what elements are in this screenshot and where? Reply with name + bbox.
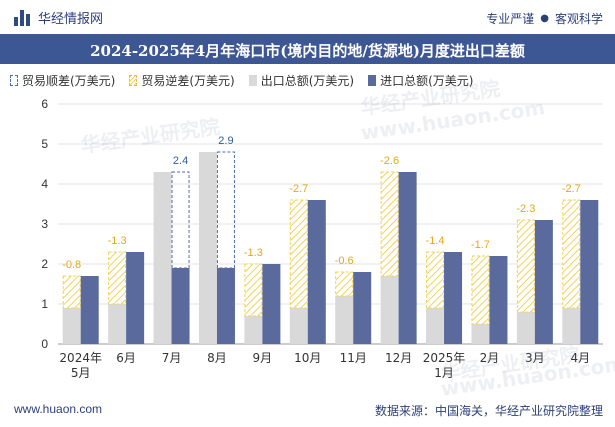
slogan-tag-objective: 客观科学 xyxy=(554,12,603,26)
slogan-separator: ● xyxy=(540,13,549,24)
deficit-bar xyxy=(426,251,445,309)
brand-logo-icon xyxy=(14,9,32,26)
y-tick-label: 6 xyxy=(41,97,48,111)
export-bar xyxy=(108,304,127,344)
legend-item-surplus[interactable]: 贸易顺差(万美元) xyxy=(10,72,115,89)
y-tick-label: 1 xyxy=(41,297,48,311)
export-bar xyxy=(516,312,535,344)
y-tick-label: 0 xyxy=(41,337,48,351)
y-tick-label: 3 xyxy=(41,217,48,231)
x-tick-label: 4月 xyxy=(570,351,590,365)
export-bar xyxy=(426,308,445,344)
balance-label: -1.3 xyxy=(108,235,127,247)
import-bar xyxy=(216,268,235,344)
export-bar xyxy=(562,308,581,344)
y-tick-label: 2 xyxy=(41,257,48,271)
brand-name: 华经情报网 xyxy=(38,12,104,27)
x-tick-label: 2025年 1月 xyxy=(423,351,466,380)
deficit-bar xyxy=(380,171,399,277)
x-tick-label: 2024年 5月 xyxy=(59,351,102,380)
balance-label: -0.8 xyxy=(62,259,81,271)
x-tick-label: 11月 xyxy=(340,351,367,365)
balance-label: -0.6 xyxy=(335,255,354,267)
import-bar xyxy=(126,252,145,344)
export-bar xyxy=(471,324,490,344)
import-bar xyxy=(353,272,372,344)
x-tick-label: 6月 xyxy=(116,351,136,365)
deficit-bar xyxy=(244,263,263,317)
legend-swatch-deficit xyxy=(129,75,138,86)
export-bar xyxy=(244,316,263,344)
export-bar xyxy=(198,152,217,344)
x-tick-label: 8月 xyxy=(207,351,227,365)
surplus-bar xyxy=(171,171,190,269)
balance-label: -2.7 xyxy=(289,183,308,195)
deficit-bar xyxy=(516,219,535,313)
x-tick-label: 7月 xyxy=(162,351,182,365)
balance-label: -1.4 xyxy=(426,235,445,247)
brand[interactable]: 华经情报网 xyxy=(14,8,103,27)
legend-item-export[interactable]: 出口总额(万美元) xyxy=(248,72,355,89)
x-tick-label: 2月 xyxy=(480,351,500,365)
legend-swatch-surplus xyxy=(10,75,18,86)
deficit-bar xyxy=(62,275,81,309)
footer-source: 数据来源：中国海关，华经产业研究院整理 xyxy=(374,404,603,418)
deficit-bar xyxy=(289,199,308,309)
legend-swatch-export xyxy=(248,75,257,86)
deficit-bar xyxy=(335,271,354,297)
x-tick-label: 10月 xyxy=(294,351,321,365)
legend-item-deficit[interactable]: 贸易逆差(万美元) xyxy=(129,72,235,89)
legend-label-import: 进口总额(万美元) xyxy=(380,74,474,88)
x-tick-label: 9月 xyxy=(253,351,273,365)
y-tick-label: 5 xyxy=(41,137,48,151)
export-bar xyxy=(380,276,399,344)
import-bar xyxy=(534,220,553,344)
import-bar xyxy=(171,268,190,344)
export-bar xyxy=(62,308,81,344)
import-bar xyxy=(307,200,326,344)
balance-label: -1.7 xyxy=(471,239,490,251)
slogan-tag-professional: 专业严谨 xyxy=(486,12,535,26)
legend-label-deficit: 贸易逆差(万美元) xyxy=(141,74,235,88)
legend-label-surplus: 贸易顺差(万美元) xyxy=(22,74,116,88)
import-bar xyxy=(80,276,99,344)
legend-item-import[interactable]: 进口总额(万美元) xyxy=(368,72,474,89)
balance-label: 2.9 xyxy=(218,135,233,147)
surplus-bar xyxy=(216,151,235,269)
legend: 贸易顺差(万美元) 贸易逆差(万美元) 出口总额(万美元) 进口总额(万美元) xyxy=(10,72,610,89)
import-bar xyxy=(398,172,417,344)
top-bar: 华经情报网 专业严谨 ● 客观科学 xyxy=(0,0,615,34)
slogan: 专业严谨 ● 客观科学 xyxy=(486,10,603,27)
chart-plot: 0 1 2 3 4 5 6 -0.8 2024年 5月 -1.3 6月 2.4 7月 2.9 8月 -1.3 9月… xyxy=(41,97,603,380)
export-bar xyxy=(335,296,354,344)
balance-label: -2.3 xyxy=(516,203,535,215)
import-bar xyxy=(580,200,599,344)
export-bar xyxy=(289,308,308,344)
deficit-bar xyxy=(471,255,490,325)
import-bar xyxy=(489,256,508,344)
deficit-bar xyxy=(562,199,581,309)
y-tick-label: 4 xyxy=(41,177,48,191)
legend-swatch-import xyxy=(368,75,377,86)
balance-label: 2.4 xyxy=(173,155,188,167)
x-tick-label: 12月 xyxy=(385,351,412,365)
export-bar xyxy=(153,172,172,344)
title-bar: 2024-2025年4月年海口市(境内目的地/货源地)月度进出口差额 xyxy=(0,34,615,64)
legend-label-export: 出口总额(万美元) xyxy=(260,74,355,88)
balance-label: -2.7 xyxy=(562,183,581,195)
balance-label: -2.6 xyxy=(380,155,399,167)
chart-title: 2024-2025年4月年海口市(境内目的地/货源地)月度进出口差额 xyxy=(90,42,525,60)
x-tick-label: 3月 xyxy=(525,351,545,365)
balance-label: -1.3 xyxy=(244,247,263,259)
import-bar xyxy=(444,252,463,344)
footer-website[interactable]: www.huaon.com xyxy=(14,402,103,416)
deficit-bar xyxy=(108,251,127,305)
import-bar xyxy=(262,264,281,344)
